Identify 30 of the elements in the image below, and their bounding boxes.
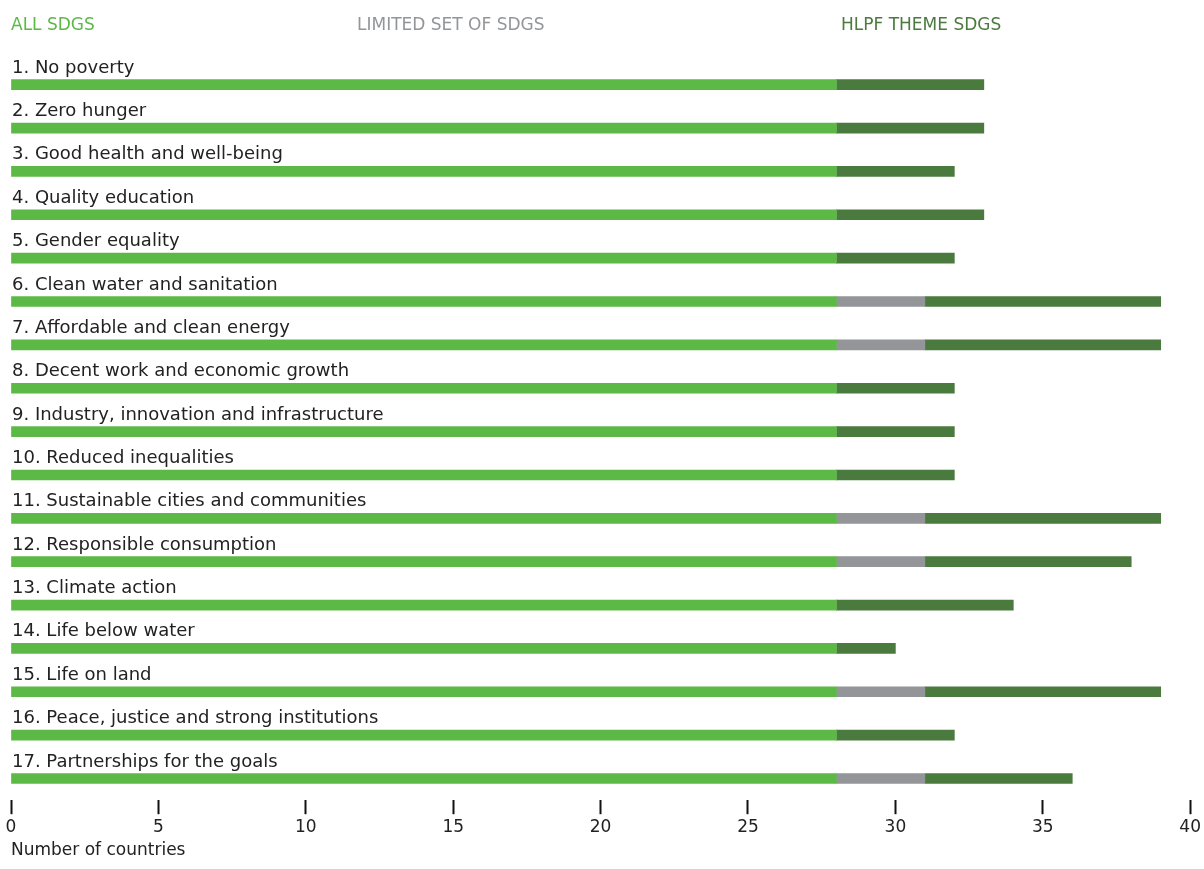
y-tick-label: 1. No poverty bbox=[12, 55, 135, 77]
x-tick-label: 5 bbox=[152, 815, 164, 836]
y-tick-label: 15. Life on land bbox=[12, 662, 152, 684]
y-tick-label: 11. Sustainable cities and communities bbox=[12, 489, 367, 511]
y-tick-label: 17. Partnerships for the goals bbox=[12, 749, 278, 771]
x-tick-label: 15 bbox=[442, 815, 465, 836]
y-tick-label: 3. Good health and well-being bbox=[12, 142, 283, 164]
x-tick-label: 30 bbox=[884, 815, 907, 836]
x-tick-label: 20 bbox=[589, 815, 612, 836]
y-tick-label: 7. Affordable and clean energy bbox=[12, 315, 291, 337]
y-tick-label: 8. Decent work and economic growth bbox=[12, 359, 350, 381]
y-tick-label: 12. Responsible consumption bbox=[12, 532, 277, 554]
x-tick-label: 10 bbox=[294, 815, 317, 836]
x-tick-label: 40 bbox=[1179, 815, 1201, 836]
y-tick-label: 5. Gender equality bbox=[12, 229, 180, 251]
x-axis-title: Number of countries bbox=[11, 839, 186, 860]
text: ALL SDGS bbox=[11, 14, 95, 34]
y-tick-label: 14. Life below water bbox=[12, 619, 196, 641]
y-tick-label: 13. Climate action bbox=[12, 576, 177, 598]
y-tick-label: 9. Industry, innovation and infrastructure bbox=[12, 402, 384, 424]
y-tick-label: 2. Zero hunger bbox=[12, 99, 147, 121]
x-tick-label: 35 bbox=[1031, 815, 1054, 836]
x-tick-label: 0 bbox=[5, 815, 17, 836]
text: LIMITED SET OF SDGS bbox=[357, 14, 545, 34]
y-tick-label: 6. Clean water and sanitation bbox=[12, 272, 278, 294]
x-tick-label: 25 bbox=[737, 815, 759, 836]
y-tick-label: 10. Reduced inequalities bbox=[12, 445, 234, 467]
y-tick-label: 16. Peace, justice and strong institutions bbox=[12, 706, 379, 728]
y-tick-label: 4. Quality education bbox=[12, 185, 195, 207]
text: HLPF THEME SDGS bbox=[841, 14, 1002, 34]
